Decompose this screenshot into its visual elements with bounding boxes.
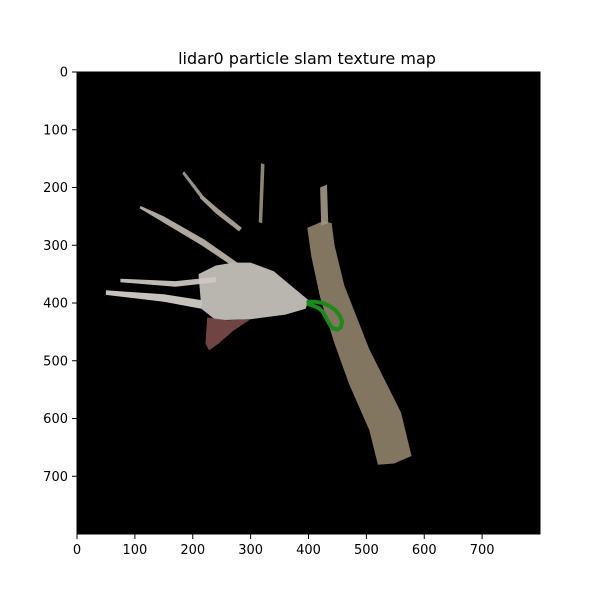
map-layer-diagonal-beam-2: [199, 194, 242, 232]
y-tick-label: 300: [43, 239, 68, 254]
x-tick-label: 700: [470, 543, 495, 558]
y-tick-label: 0: [60, 66, 68, 81]
x-tick-label: 200: [180, 543, 205, 558]
chart-title: lidar0 particle slam texture map: [178, 49, 436, 68]
y-tick-label: 100: [43, 123, 68, 138]
map-layer-corridor-floor: [307, 221, 412, 465]
x-tick-label: 0: [73, 543, 81, 558]
x-tick-label: 400: [296, 543, 321, 558]
map-layer-left-beam-lower: [105, 290, 202, 309]
y-tick-label: 500: [43, 354, 68, 369]
y-tick-label: 200: [43, 181, 68, 196]
y-tick-label: 700: [43, 470, 68, 485]
y-tick-label: 400: [43, 297, 68, 312]
y-tick-label: 600: [43, 412, 68, 427]
map-layer-lower-dark-patch: [205, 317, 251, 351]
map-layer-diagonal-beam-1: [139, 206, 239, 268]
x-tick-label: 300: [238, 543, 263, 558]
map-layer-vertical-spike: [258, 163, 265, 224]
x-axis: 0 100 200 300 400 500 600 700: [73, 534, 495, 558]
x-tick-label: 500: [354, 543, 379, 558]
x-tick-label: 100: [122, 543, 147, 558]
y-axis: 0 100 200 300 400 500 600 700: [43, 66, 77, 485]
trajectory-path: [306, 299, 345, 332]
map-layer-upper-beam: [320, 184, 329, 226]
map-layer-central-open-area: [198, 262, 309, 321]
map-layer-left-beam-upper: [120, 277, 216, 287]
map-layer-diagonal-beam-3: [182, 171, 205, 198]
robot-trajectory-line: [306, 299, 345, 332]
map-texture-layers: [105, 163, 412, 465]
x-tick-label: 600: [412, 543, 437, 558]
